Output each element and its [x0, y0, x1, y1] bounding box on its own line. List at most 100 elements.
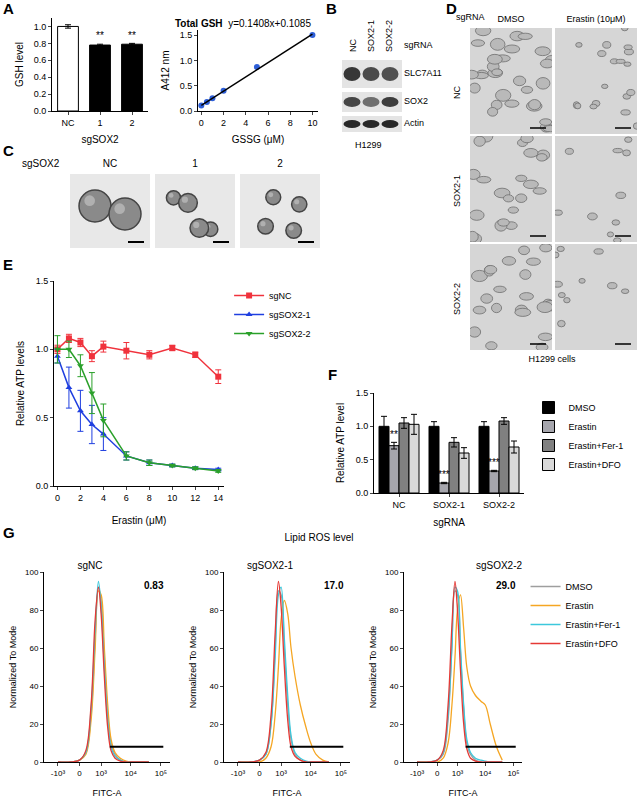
svg-text:SOX2-2: SOX2-2 [483, 500, 515, 510]
svg-text:Erastin+Fer-1: Erastin+Fer-1 [566, 620, 621, 630]
svg-text:1.5: 1.5 [356, 388, 369, 398]
svg-text:60: 60 [209, 644, 218, 653]
svg-text:sgNC: sgNC [77, 560, 102, 571]
svg-text:17.0: 17.0 [324, 580, 344, 591]
svg-text:14: 14 [213, 493, 223, 503]
svg-text:0: 0 [199, 118, 204, 128]
svg-text:***: *** [438, 469, 450, 480]
svg-text:12: 12 [190, 493, 200, 503]
svg-text:1.5: 1.5 [36, 276, 49, 286]
svg-text:Relative ATP level: Relative ATP level [335, 403, 346, 483]
svg-text:sgSOX2: sgSOX2 [81, 134, 119, 145]
svg-text:Normalized To Mode: Normalized To Mode [368, 626, 378, 708]
svg-text:4: 4 [243, 118, 248, 128]
svg-text:0.5: 0.5 [36, 413, 49, 423]
svg-text:0.0: 0.0 [36, 481, 49, 491]
svg-text:8: 8 [147, 493, 152, 503]
svg-text:0.4: 0.4 [34, 72, 47, 82]
svg-text:10⁴: 10⁴ [305, 769, 318, 778]
svg-text:10³: 10³ [95, 769, 107, 778]
svg-text:0: 0 [77, 769, 82, 778]
svg-text:**: ** [96, 30, 104, 41]
svg-text:10⁵: 10⁵ [155, 769, 167, 778]
svg-text:1.0: 1.0 [180, 56, 193, 66]
svg-text:6: 6 [265, 118, 270, 128]
svg-text:10³: 10³ [452, 769, 464, 778]
svg-text:20: 20 [389, 720, 398, 729]
svg-text:Normalized To Mode: Normalized To Mode [188, 626, 198, 708]
svg-text:100: 100 [25, 568, 39, 577]
svg-text:0.2: 0.2 [34, 89, 47, 99]
svg-text:0.83: 0.83 [144, 580, 164, 591]
svg-text:**: ** [128, 30, 136, 41]
svg-text:FITC-A: FITC-A [449, 788, 478, 798]
svg-text:NC: NC [62, 118, 75, 128]
svg-text:NC: NC [393, 500, 406, 510]
svg-text:SOX2-1: SOX2-1 [433, 500, 465, 510]
svg-text:6: 6 [124, 493, 129, 503]
svg-text:sgSOX2-2: sgSOX2-2 [269, 329, 311, 339]
svg-text:2: 2 [78, 493, 83, 503]
svg-text:1: 1 [97, 118, 102, 128]
svg-text:10³: 10³ [275, 769, 287, 778]
svg-text:0: 0 [394, 758, 399, 767]
svg-text:Erastin+DFO: Erastin+DFO [566, 639, 618, 649]
svg-text:0.0: 0.0 [180, 106, 193, 116]
svg-text:***: *** [488, 457, 500, 468]
svg-text:Erastin (μM): Erastin (μM) [112, 515, 167, 526]
svg-text:10⁵: 10⁵ [335, 769, 347, 778]
svg-text:10⁵: 10⁵ [507, 769, 519, 778]
svg-text:20: 20 [29, 720, 38, 729]
svg-text:GSSG (μM): GSSG (μM) [232, 134, 284, 145]
svg-text:0: 0 [34, 758, 39, 767]
svg-text:0.0: 0.0 [34, 106, 47, 116]
svg-text:1.5: 1.5 [180, 30, 193, 40]
svg-text:29.0: 29.0 [496, 580, 516, 591]
svg-text:8: 8 [288, 118, 293, 128]
svg-text:-10³: -10³ [231, 769, 246, 778]
svg-text:0.0: 0.0 [356, 488, 369, 498]
svg-text:sgSOX2-1: sgSOX2-1 [269, 310, 311, 320]
svg-text:Total GSH y=0.1408x+0.1085: Total GSH y=0.1408x+0.1085 [175, 18, 311, 29]
svg-text:sgRNA: sgRNA [433, 517, 465, 528]
svg-text:0.6: 0.6 [34, 55, 47, 65]
svg-text:40: 40 [389, 682, 398, 691]
svg-text:80: 80 [389, 606, 398, 615]
svg-text:0.8: 0.8 [34, 39, 47, 49]
svg-text:10⁴: 10⁴ [125, 769, 138, 778]
svg-text:100: 100 [385, 568, 399, 577]
svg-text:2: 2 [221, 118, 226, 128]
svg-text:2: 2 [129, 118, 134, 128]
svg-text:sgSOX2-1: sgSOX2-1 [247, 560, 294, 571]
svg-text:0: 0 [435, 769, 440, 778]
svg-text:Erastin+DFO: Erastin+DFO [569, 460, 621, 470]
svg-text:**: ** [390, 429, 398, 440]
svg-text:Relative ATP levels: Relative ATP levels [15, 341, 26, 426]
svg-text:0.5: 0.5 [356, 455, 369, 465]
svg-text:Erastin: Erastin [569, 422, 597, 432]
svg-text:A412 nm: A412 nm [160, 50, 171, 90]
svg-text:0: 0 [257, 769, 262, 778]
svg-text:Erastin+Fer-1: Erastin+Fer-1 [569, 441, 624, 451]
svg-text:10: 10 [167, 493, 177, 503]
svg-text:GSH level: GSH level [14, 42, 25, 87]
svg-text:40: 40 [29, 682, 38, 691]
svg-text:20: 20 [209, 720, 218, 729]
svg-text:-10³: -10³ [51, 769, 66, 778]
svg-text:4: 4 [101, 493, 106, 503]
svg-text:Normalized To Mode: Normalized To Mode [8, 626, 18, 708]
svg-text:10: 10 [307, 118, 317, 128]
svg-text:1.0: 1.0 [36, 344, 49, 354]
svg-text:-10³: -10³ [410, 769, 425, 778]
svg-text:60: 60 [389, 644, 398, 653]
svg-text:DMSO: DMSO [569, 403, 596, 413]
svg-text:0: 0 [55, 493, 60, 503]
svg-text:0: 0 [214, 758, 219, 767]
svg-text:80: 80 [29, 606, 38, 615]
svg-text:80: 80 [209, 606, 218, 615]
svg-text:DMSO: DMSO [566, 582, 593, 592]
svg-text:1.0: 1.0 [34, 22, 47, 32]
svg-text:sgSOX2-2: sgSOX2-2 [476, 560, 523, 571]
svg-text:10⁴: 10⁴ [479, 769, 492, 778]
svg-text:FITC-A: FITC-A [93, 788, 122, 798]
